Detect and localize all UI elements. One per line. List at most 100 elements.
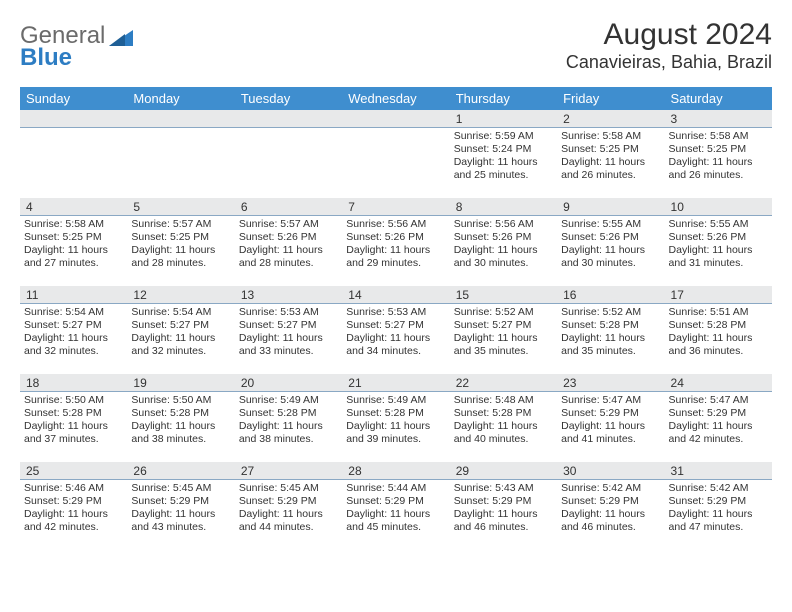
day-number: 15 [450, 286, 557, 304]
sunset-line: Sunset: 5:26 PM [346, 231, 445, 244]
sunset-line: Sunset: 5:29 PM [454, 495, 553, 508]
dow-sunday: Sunday [20, 87, 127, 110]
daylight-line: Daylight: 11 hours and 43 minutes. [131, 508, 230, 534]
calendar-day-cell [20, 110, 127, 198]
day-detail: Sunrise: 5:44 AMSunset: 5:29 PMDaylight:… [342, 480, 449, 538]
day-number: 10 [665, 198, 772, 216]
calendar-day-cell: 13Sunrise: 5:53 AMSunset: 5:27 PMDayligh… [235, 286, 342, 374]
calendar-day-cell: 26Sunrise: 5:45 AMSunset: 5:29 PMDayligh… [127, 462, 234, 550]
daylight-line: Daylight: 11 hours and 28 minutes. [131, 244, 230, 270]
sunset-line: Sunset: 5:26 PM [454, 231, 553, 244]
calendar-day-cell: 4Sunrise: 5:58 AMSunset: 5:25 PMDaylight… [20, 198, 127, 286]
day-detail: Sunrise: 5:58 AMSunset: 5:25 PMDaylight:… [20, 216, 127, 274]
sunset-line: Sunset: 5:29 PM [346, 495, 445, 508]
daylight-line: Daylight: 11 hours and 30 minutes. [454, 244, 553, 270]
daylight-line: Daylight: 11 hours and 35 minutes. [454, 332, 553, 358]
calendar-day-cell: 20Sunrise: 5:49 AMSunset: 5:28 PMDayligh… [235, 374, 342, 462]
day-detail: Sunrise: 5:49 AMSunset: 5:28 PMDaylight:… [235, 392, 342, 450]
daylight-line: Daylight: 11 hours and 42 minutes. [669, 420, 768, 446]
day-detail: Sunrise: 5:50 AMSunset: 5:28 PMDaylight:… [20, 392, 127, 450]
calendar-page: General August 2024 Canavieiras, Bahia, … [0, 0, 792, 612]
day-detail: Sunrise: 5:47 AMSunset: 5:29 PMDaylight:… [557, 392, 664, 450]
calendar-day-cell: 22Sunrise: 5:48 AMSunset: 5:28 PMDayligh… [450, 374, 557, 462]
page-header: General August 2024 Canavieiras, Bahia, … [20, 18, 772, 73]
calendar-day-cell: 17Sunrise: 5:51 AMSunset: 5:28 PMDayligh… [665, 286, 772, 374]
day-number [235, 110, 342, 128]
daylight-line: Daylight: 11 hours and 44 minutes. [239, 508, 338, 534]
sunset-line: Sunset: 5:29 PM [561, 407, 660, 420]
calendar-week-row: 1Sunrise: 5:59 AMSunset: 5:24 PMDaylight… [20, 110, 772, 198]
calendar-table: Sunday Monday Tuesday Wednesday Thursday… [20, 87, 772, 550]
day-number: 22 [450, 374, 557, 392]
day-detail: Sunrise: 5:58 AMSunset: 5:25 PMDaylight:… [665, 128, 772, 186]
calendar-day-cell: 16Sunrise: 5:52 AMSunset: 5:28 PMDayligh… [557, 286, 664, 374]
daylight-line: Daylight: 11 hours and 37 minutes. [24, 420, 123, 446]
daylight-line: Daylight: 11 hours and 34 minutes. [346, 332, 445, 358]
daylight-line: Daylight: 11 hours and 27 minutes. [24, 244, 123, 270]
calendar-week-row: 11Sunrise: 5:54 AMSunset: 5:27 PMDayligh… [20, 286, 772, 374]
location-subtitle: Canavieiras, Bahia, Brazil [566, 52, 772, 73]
day-number: 17 [665, 286, 772, 304]
calendar-week-row: 18Sunrise: 5:50 AMSunset: 5:28 PMDayligh… [20, 374, 772, 462]
sunrise-line: Sunrise: 5:42 AM [669, 482, 768, 495]
calendar-day-cell: 28Sunrise: 5:44 AMSunset: 5:29 PMDayligh… [342, 462, 449, 550]
sunset-line: Sunset: 5:29 PM [239, 495, 338, 508]
day-number: 19 [127, 374, 234, 392]
day-detail: Sunrise: 5:53 AMSunset: 5:27 PMDaylight:… [342, 304, 449, 362]
calendar-day-cell: 30Sunrise: 5:42 AMSunset: 5:29 PMDayligh… [557, 462, 664, 550]
day-number: 13 [235, 286, 342, 304]
day-number: 30 [557, 462, 664, 480]
day-number: 4 [20, 198, 127, 216]
day-detail: Sunrise: 5:55 AMSunset: 5:26 PMDaylight:… [557, 216, 664, 274]
day-detail: Sunrise: 5:54 AMSunset: 5:27 PMDaylight:… [20, 304, 127, 362]
sunrise-line: Sunrise: 5:49 AM [239, 394, 338, 407]
sunrise-line: Sunrise: 5:54 AM [24, 306, 123, 319]
day-number: 27 [235, 462, 342, 480]
day-number: 23 [557, 374, 664, 392]
day-number: 7 [342, 198, 449, 216]
daylight-line: Daylight: 11 hours and 41 minutes. [561, 420, 660, 446]
daylight-line: Daylight: 11 hours and 39 minutes. [346, 420, 445, 446]
logo-word2: Blue [20, 44, 72, 71]
sunrise-line: Sunrise: 5:56 AM [346, 218, 445, 231]
sunrise-line: Sunrise: 5:58 AM [561, 130, 660, 143]
day-detail: Sunrise: 5:58 AMSunset: 5:25 PMDaylight:… [557, 128, 664, 186]
calendar-day-cell: 24Sunrise: 5:47 AMSunset: 5:29 PMDayligh… [665, 374, 772, 462]
sunrise-line: Sunrise: 5:47 AM [561, 394, 660, 407]
day-detail: Sunrise: 5:46 AMSunset: 5:29 PMDaylight:… [20, 480, 127, 538]
sunrise-line: Sunrise: 5:53 AM [346, 306, 445, 319]
day-number: 18 [20, 374, 127, 392]
sunrise-line: Sunrise: 5:49 AM [346, 394, 445, 407]
sunrise-line: Sunrise: 5:44 AM [346, 482, 445, 495]
calendar-day-cell: 15Sunrise: 5:52 AMSunset: 5:27 PMDayligh… [450, 286, 557, 374]
calendar-day-cell: 7Sunrise: 5:56 AMSunset: 5:26 PMDaylight… [342, 198, 449, 286]
day-detail [127, 128, 234, 134]
daylight-line: Daylight: 11 hours and 46 minutes. [454, 508, 553, 534]
sunset-line: Sunset: 5:25 PM [131, 231, 230, 244]
sunset-line: Sunset: 5:28 PM [131, 407, 230, 420]
day-detail [342, 128, 449, 134]
daylight-line: Daylight: 11 hours and 35 minutes. [561, 332, 660, 358]
day-detail: Sunrise: 5:56 AMSunset: 5:26 PMDaylight:… [342, 216, 449, 274]
calendar-day-cell: 23Sunrise: 5:47 AMSunset: 5:29 PMDayligh… [557, 374, 664, 462]
sunrise-line: Sunrise: 5:46 AM [24, 482, 123, 495]
daylight-line: Daylight: 11 hours and 45 minutes. [346, 508, 445, 534]
day-number [127, 110, 234, 128]
dow-thursday: Thursday [450, 87, 557, 110]
sunset-line: Sunset: 5:28 PM [24, 407, 123, 420]
calendar-day-cell: 2Sunrise: 5:58 AMSunset: 5:25 PMDaylight… [557, 110, 664, 198]
sunrise-line: Sunrise: 5:57 AM [131, 218, 230, 231]
calendar-day-cell: 10Sunrise: 5:55 AMSunset: 5:26 PMDayligh… [665, 198, 772, 286]
dow-friday: Friday [557, 87, 664, 110]
day-number: 28 [342, 462, 449, 480]
calendar-day-cell: 12Sunrise: 5:54 AMSunset: 5:27 PMDayligh… [127, 286, 234, 374]
calendar-day-cell: 9Sunrise: 5:55 AMSunset: 5:26 PMDaylight… [557, 198, 664, 286]
daylight-line: Daylight: 11 hours and 32 minutes. [24, 332, 123, 358]
dow-wednesday: Wednesday [342, 87, 449, 110]
calendar-day-cell: 3Sunrise: 5:58 AMSunset: 5:25 PMDaylight… [665, 110, 772, 198]
daylight-line: Daylight: 11 hours and 47 minutes. [669, 508, 768, 534]
calendar-day-cell [127, 110, 234, 198]
day-number: 26 [127, 462, 234, 480]
daylight-line: Daylight: 11 hours and 31 minutes. [669, 244, 768, 270]
sunset-line: Sunset: 5:28 PM [454, 407, 553, 420]
